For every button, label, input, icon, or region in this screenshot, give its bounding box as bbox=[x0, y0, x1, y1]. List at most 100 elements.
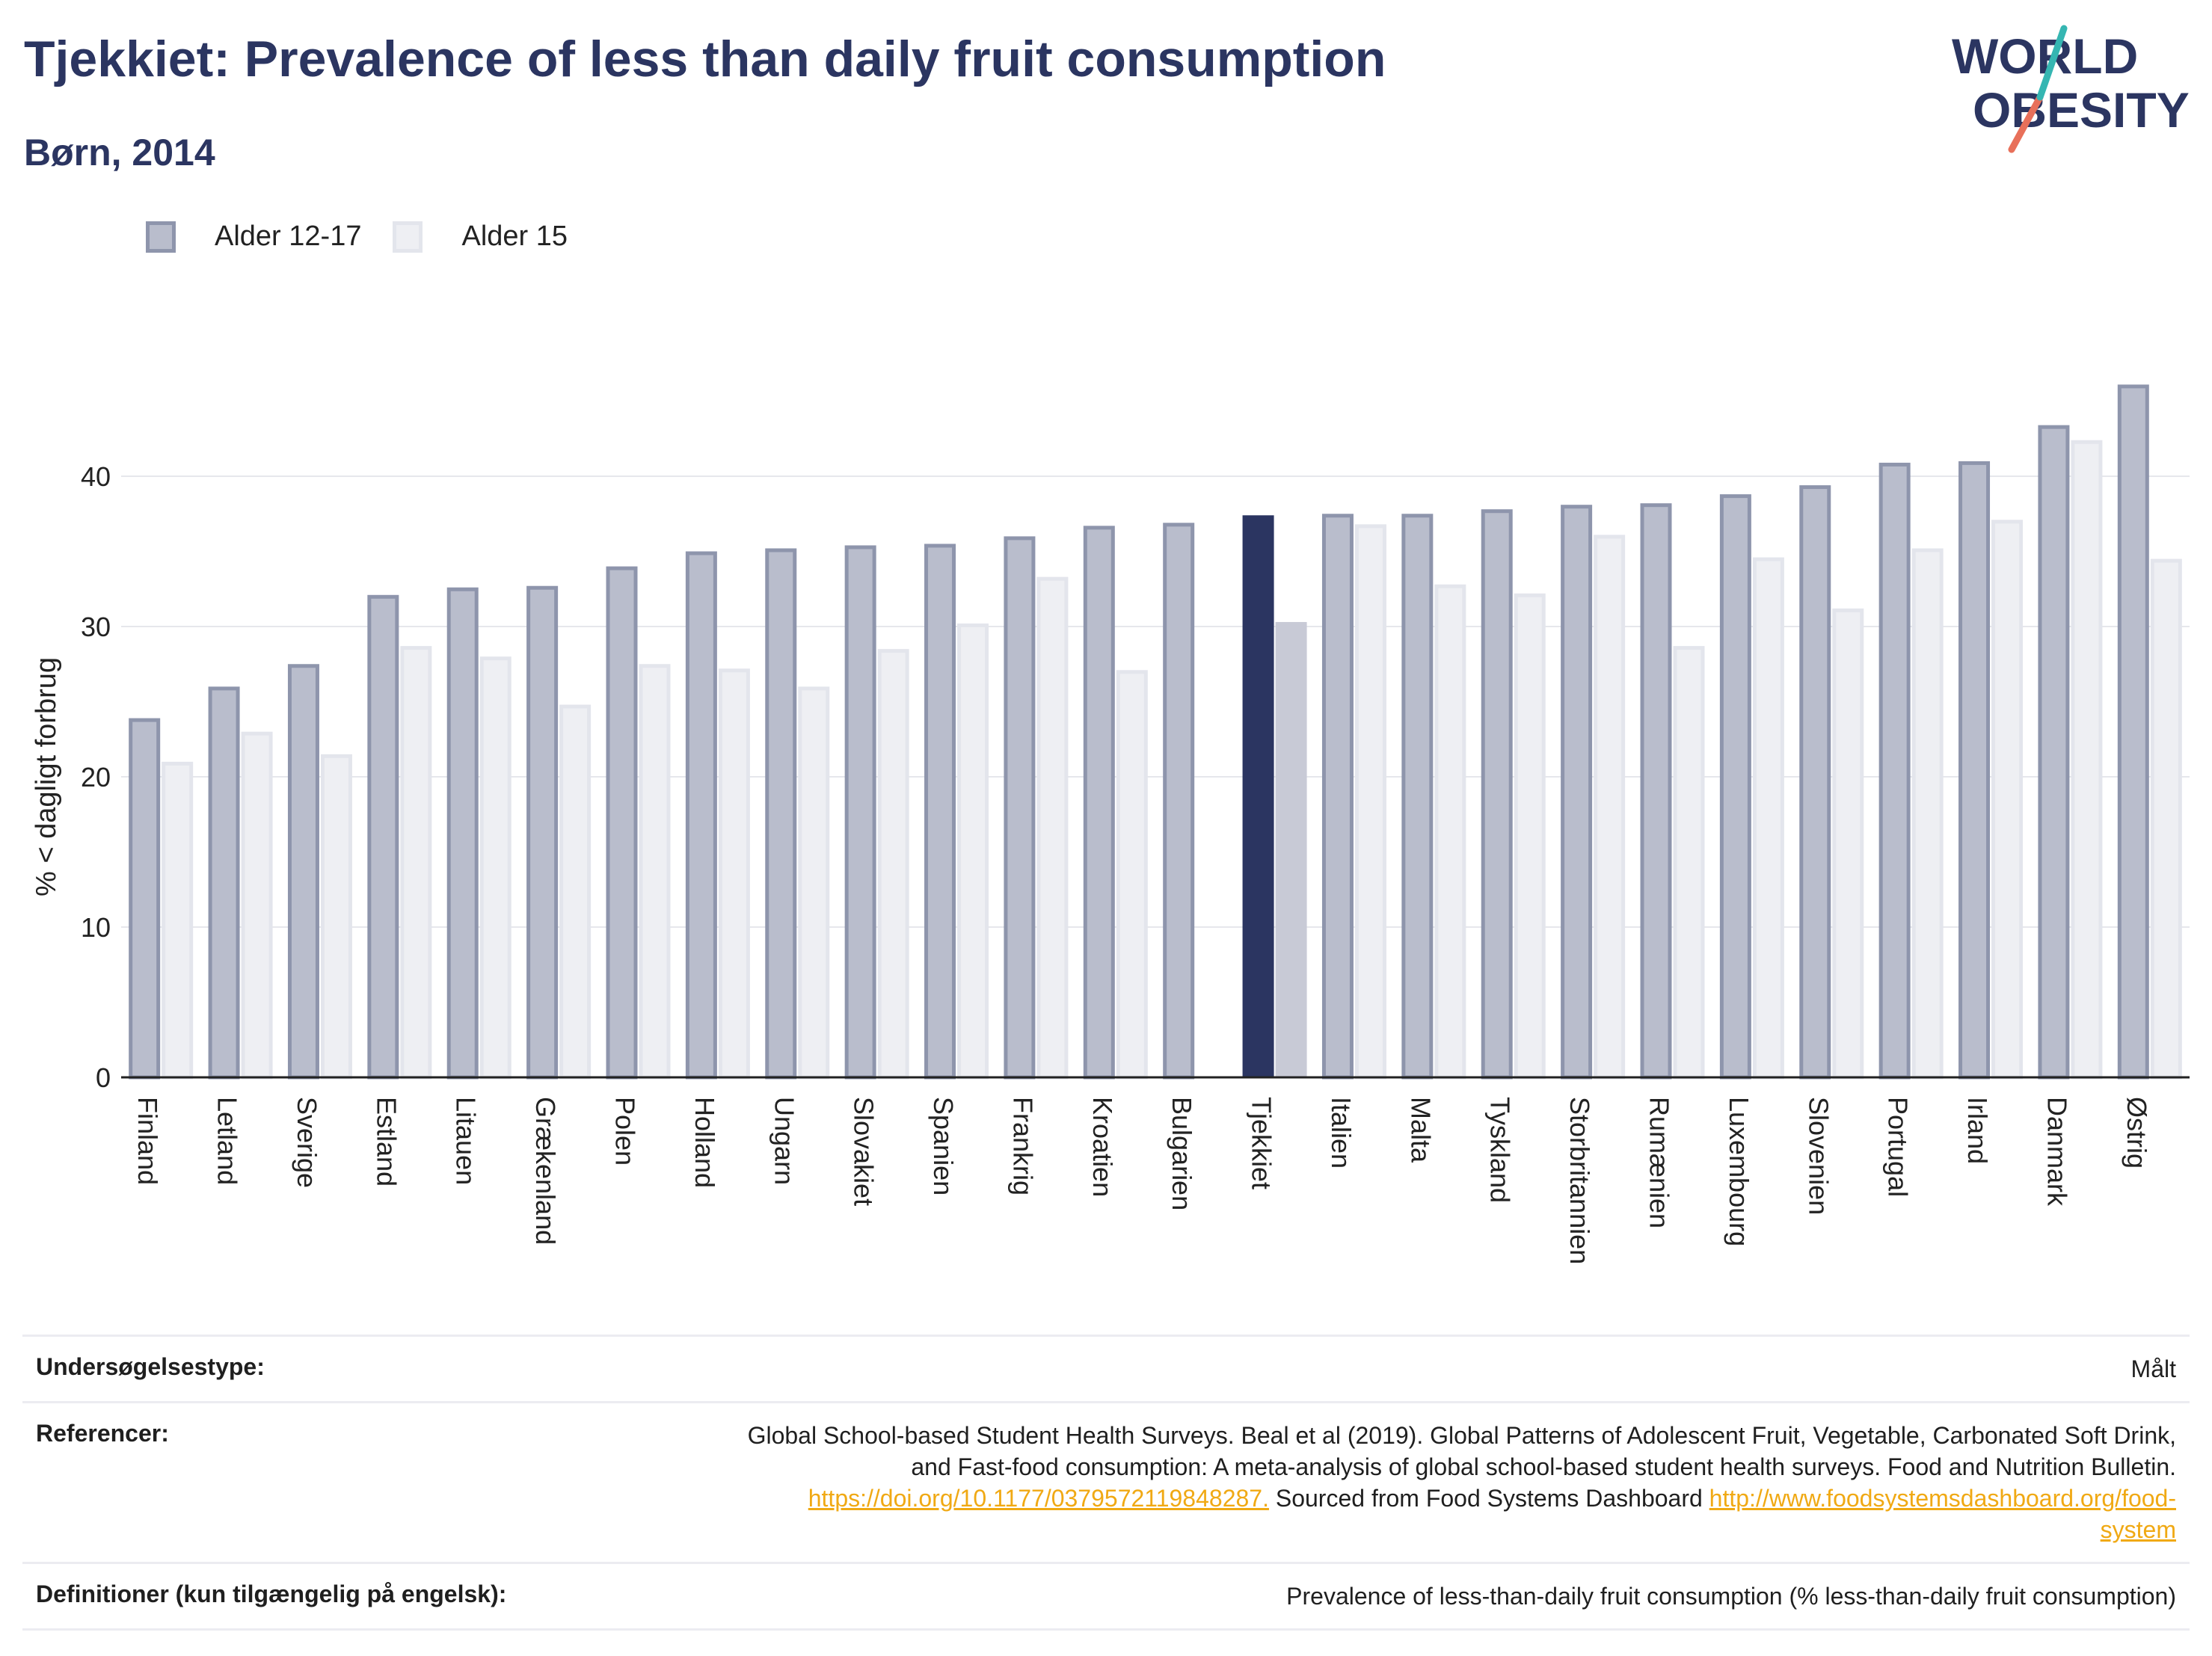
bar-age-12-17-20 bbox=[1719, 494, 1751, 1080]
x-tick-label: Slovenien bbox=[1803, 1097, 1834, 1215]
bar-age-15-23 bbox=[1991, 520, 2024, 1080]
bar-age-15-0 bbox=[162, 761, 194, 1080]
doi-link[interactable]: https://doi.org/10.1177/0379572119848287… bbox=[808, 1485, 1269, 1512]
bar-age-15-22 bbox=[1911, 548, 1944, 1080]
legend-swatch-age-12-17 bbox=[146, 221, 176, 253]
bar-age-12-17-3 bbox=[367, 594, 399, 1080]
bar-age-15-24 bbox=[2071, 440, 2103, 1080]
bar-age-12-17-1 bbox=[208, 686, 240, 1080]
y-tick-label: 10 bbox=[81, 912, 111, 943]
x-tick-label: Grækenland bbox=[530, 1097, 561, 1245]
footer-references-row: Referencer: Global School-based Student … bbox=[22, 1401, 2190, 1562]
bar-age-12-17-0 bbox=[129, 718, 161, 1080]
x-tick-label: Finland bbox=[132, 1097, 163, 1185]
x-tick-label: Kroatien bbox=[1087, 1097, 1118, 1197]
bar-age-15-9 bbox=[877, 649, 909, 1080]
references-mid: Sourced from Food Systems Dashboard bbox=[1268, 1485, 1709, 1512]
dashboard-link[interactable]: http://www.foodsystemsdashboard.org/food… bbox=[1709, 1485, 2176, 1512]
legend-label-age-12-17: Alder 12-17 bbox=[215, 221, 362, 252]
x-tick-label: Estland bbox=[371, 1097, 402, 1186]
x-tick-label: Portugal bbox=[1883, 1097, 1914, 1197]
survey-type-label: Undersøgelsestype: bbox=[36, 1353, 265, 1380]
logo-slash-teal bbox=[2036, 25, 2068, 101]
bar-age-15-20 bbox=[1752, 557, 1784, 1080]
bar-age-12-17-2 bbox=[287, 664, 319, 1080]
legend-item-age-12-17[interactable]: Alder 12-17 bbox=[146, 221, 361, 253]
bar-age-15-4 bbox=[479, 656, 511, 1080]
bar-age-15-14 bbox=[1275, 621, 1307, 1077]
world-obesity-logo: WORLD OBESITY bbox=[1952, 25, 2190, 153]
survey-type-value: Målt bbox=[2130, 1355, 2176, 1382]
x-tick-label: Spanien bbox=[928, 1097, 959, 1195]
x-tick-label: Frankrig bbox=[1007, 1097, 1038, 1195]
x-tick-label: Italien bbox=[1326, 1097, 1357, 1169]
chart-subtitle: Børn, 2014 bbox=[24, 132, 215, 173]
bar-age-12-17-7 bbox=[685, 551, 717, 1080]
x-tick-label: Østrig bbox=[2122, 1097, 2152, 1169]
bar-age-12-17-18 bbox=[1561, 505, 1593, 1080]
x-tick-label: Bulgarien bbox=[1167, 1097, 1197, 1210]
bar-age-12-17-12 bbox=[1083, 526, 1115, 1080]
y-axis-label: % < dagligt forbrug bbox=[31, 657, 62, 896]
legend-item-age-15[interactable]: Alder 15 bbox=[393, 221, 568, 253]
chart-footer: Undersøgelsestype: Målt Referencer: Glob… bbox=[22, 1335, 2190, 1631]
bar-age-12-17-16 bbox=[1401, 514, 1434, 1080]
x-tick-label: Slovakiet bbox=[849, 1097, 879, 1206]
bar-age-12-17-9 bbox=[844, 545, 876, 1080]
bar-age-15-15 bbox=[1354, 524, 1386, 1080]
bar-age-12-17-11 bbox=[1004, 536, 1036, 1080]
bar-age-12-17-25 bbox=[2117, 384, 2149, 1080]
dashboard-link-continued[interactable]: system bbox=[2100, 1516, 2176, 1543]
bar-age-15-11 bbox=[1036, 576, 1069, 1080]
x-tick-label: Holland bbox=[689, 1097, 720, 1188]
x-tick-label: Letland bbox=[212, 1097, 243, 1185]
x-tick-label: Luxembourg bbox=[1724, 1097, 1754, 1246]
bar-age-15-10 bbox=[957, 623, 989, 1080]
bar-age-12-17-24 bbox=[2038, 425, 2070, 1080]
bar-age-12-17-21 bbox=[1799, 485, 1831, 1080]
bar-age-15-1 bbox=[241, 731, 273, 1080]
footer-definitions-row: Definitioner (kun tilgængelig på engelsk… bbox=[22, 1562, 2190, 1631]
logo-line2: OBESITY bbox=[1973, 82, 2190, 138]
bar-age-15-16 bbox=[1434, 584, 1466, 1080]
bar-age-12-17-13 bbox=[1163, 523, 1195, 1080]
chart-title: Tjekkiet: Prevalence of less than daily … bbox=[24, 31, 1386, 87]
x-tick-label: Irland bbox=[1962, 1097, 1993, 1164]
bar-age-15-5 bbox=[559, 704, 592, 1080]
x-tick-label: Danmark bbox=[2042, 1097, 2072, 1207]
references-line1: Global School-based Student Health Surve… bbox=[747, 1422, 2176, 1449]
footer-survey-type-row: Undersøgelsestype: Målt bbox=[22, 1335, 2190, 1401]
y-tick-label: 0 bbox=[96, 1062, 111, 1093]
chart-legend: Alder 12-17 Alder 15 bbox=[146, 221, 599, 253]
bar-age-15-3 bbox=[400, 646, 432, 1080]
bar-age-15-8 bbox=[798, 686, 830, 1080]
x-tick-label: Polen bbox=[610, 1097, 641, 1166]
references-line2: and Fast-food consumption: A meta-analys… bbox=[911, 1453, 2176, 1480]
x-tick-label: Rumænien bbox=[1644, 1097, 1675, 1228]
x-tick-label: Ungarn bbox=[769, 1097, 799, 1185]
bar-chart: 0 10 20 30 40 % < dagligt forbrug Finland Letla… bbox=[31, 384, 2190, 1264]
bar-age-12-17-4 bbox=[446, 587, 479, 1080]
bar-age-15-7 bbox=[718, 668, 750, 1080]
bar-age-12-17-19 bbox=[1640, 503, 1672, 1080]
bar-age-12-17-22 bbox=[1878, 462, 1911, 1080]
bar-age-15-18 bbox=[1594, 535, 1626, 1080]
bar-age-12-17-10 bbox=[924, 544, 956, 1080]
references-line3: https://doi.org/10.1177/0379572119848287… bbox=[748, 1483, 2176, 1514]
bar-age-12-17-17 bbox=[1481, 509, 1513, 1080]
bar-age-15-25 bbox=[2150, 558, 2182, 1080]
x-tick-label: Litauen bbox=[451, 1097, 482, 1185]
x-tick-label: Storbritannien bbox=[1564, 1097, 1595, 1264]
logo-slash-red bbox=[2008, 93, 2044, 153]
bar-age-12-17-6 bbox=[606, 566, 638, 1080]
x-tick-label: Tyskland bbox=[1485, 1097, 1516, 1203]
x-tick-label: Malta bbox=[1405, 1097, 1436, 1163]
references-value: Global School-based Student Health Surve… bbox=[748, 1420, 2176, 1545]
y-tick-label: 20 bbox=[81, 762, 111, 792]
y-tick-label: 40 bbox=[81, 461, 111, 492]
bar-age-15-6 bbox=[639, 664, 671, 1080]
bar-age-15-17 bbox=[1514, 593, 1546, 1080]
bar-age-15-2 bbox=[320, 754, 352, 1080]
bar-age-12-17-23 bbox=[1958, 461, 1991, 1080]
references-label: Referencer: bbox=[36, 1420, 169, 1447]
